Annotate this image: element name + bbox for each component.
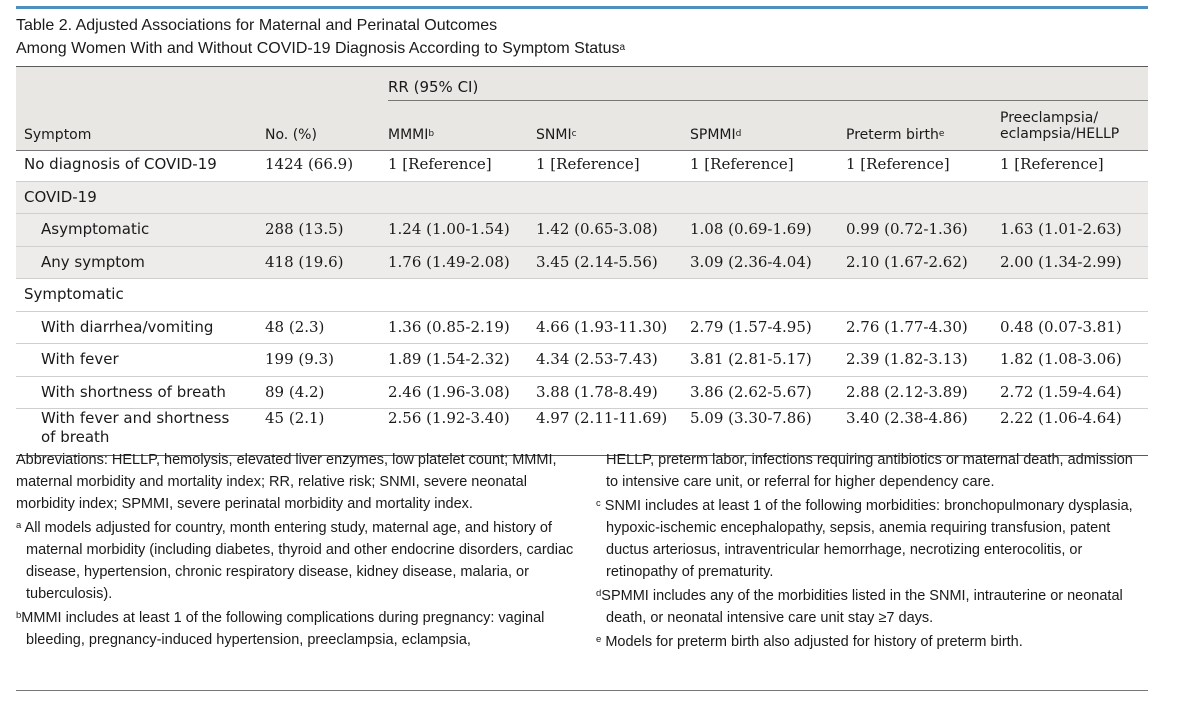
footnote-d: dSPMMI includes any of the morbidities l…: [596, 588, 1123, 626]
footnote-e: e Models for preterm birth also adjusted…: [596, 634, 1023, 650]
col-header-preterm: Preterm birthe: [846, 127, 945, 143]
col-header-preeclampsia: Preeclampsia/ eclampsia/HELLP: [1000, 110, 1120, 142]
table-row: No diagnosis of COVID-19 1424 (66.9) 1 […: [16, 149, 1148, 182]
col-header-symptom: Symptom: [24, 127, 92, 143]
title-line-2: Among Women With and Without COVID-19 Di…: [16, 40, 626, 57]
col-header-mmmi: MMMIb: [388, 127, 435, 143]
col-header-snmi: SNMIc: [536, 127, 577, 143]
rr-group-rule: [388, 100, 1148, 101]
table-notes-left: Abbreviations: HELLP, hemolysis, elevate…: [16, 449, 576, 653]
table-section-row: Symptomatic: [16, 279, 1148, 312]
table-section-row: COVID-19: [16, 181, 1148, 214]
table-row: With diarrhea/vomiting 48 (2.3) 1.36 (0.…: [16, 312, 1148, 344]
col-header-spmmi: SPMMId: [690, 127, 742, 143]
table-row: With fever 199 (9.3) 1.89 (1.54-2.32) 4.…: [16, 344, 1148, 377]
title-line-1: Table 2. Adjusted Associations for Mater…: [16, 17, 498, 34]
table-row: Any symptom 418 (19.6) 1.76 (1.49-2.08) …: [16, 246, 1148, 279]
abbreviations-note: Abbreviations: HELLP, hemolysis, elevate…: [16, 452, 557, 512]
table-row: With fever and shortness of breath 45 (2…: [16, 409, 1148, 456]
footnote-b: bMMMI includes at least 1 of the followi…: [16, 610, 545, 648]
rr-group-label: RR (95% CI): [388, 78, 479, 96]
table-header: RR (95% CI) Symptom No. (%) MMMIb SNMIc …: [16, 66, 1148, 151]
table-notes-right: HELLP, preterm labor, infections requiri…: [596, 449, 1141, 655]
col-header-no-pct: No. (%): [265, 127, 317, 143]
table-row: Asymptomatic 288 (13.5) 1.24 (1.00-1.54)…: [16, 214, 1148, 247]
top-accent-rule: [16, 6, 1148, 9]
footnote-b-continued: HELLP, preterm labor, infections requiri…: [606, 452, 1133, 490]
bottom-rule: [16, 690, 1148, 691]
footnote-c: c SNMI includes at least 1 of the follow…: [596, 498, 1133, 580]
table-row: With shortness of breath 89 (4.2) 2.46 (…: [16, 377, 1148, 409]
table-body: No diagnosis of COVID-19 1424 (66.9) 1 […: [16, 149, 1148, 456]
title-footnote-marker: a: [619, 42, 626, 53]
table-title: Table 2. Adjusted Associations for Mater…: [16, 14, 1148, 60]
footnote-a: a All models adjusted for country, month…: [16, 520, 574, 602]
